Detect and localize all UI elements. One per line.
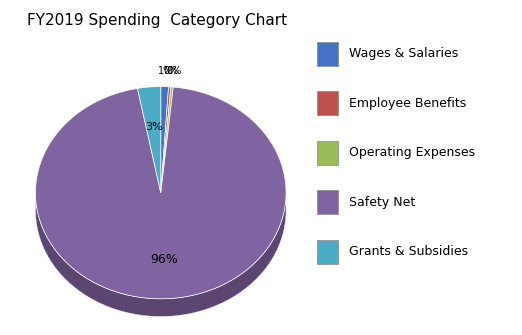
Text: Safety Net: Safety Net [349,196,415,209]
Polygon shape [35,87,286,299]
Text: Grants & Subsidies: Grants & Subsidies [349,246,468,258]
Text: 3%: 3% [145,122,162,132]
Bar [317,42,338,66]
Text: Employee Benefits: Employee Benefits [349,97,466,110]
Text: 0%: 0% [166,66,182,76]
Polygon shape [161,87,173,193]
Text: 1%: 1% [158,66,173,76]
Text: 96%: 96% [150,253,177,266]
Text: Wages & Salaries: Wages & Salaries [349,47,458,60]
Polygon shape [137,86,161,193]
Bar [317,240,338,264]
Polygon shape [35,193,286,317]
Text: FY2019 Spending  Category Chart: FY2019 Spending Category Chart [27,13,287,28]
Polygon shape [161,87,171,193]
Bar [317,141,338,165]
Bar [317,91,338,115]
Text: 0%: 0% [163,66,179,76]
Text: Operating Expenses: Operating Expenses [349,146,475,159]
Bar [317,190,338,214]
Polygon shape [161,86,169,193]
